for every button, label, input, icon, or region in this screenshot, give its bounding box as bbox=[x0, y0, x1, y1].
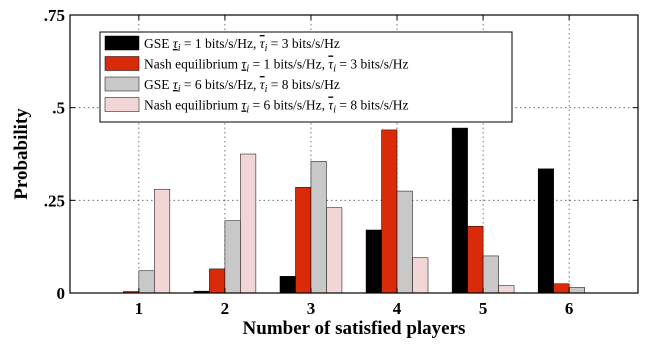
legend: GSE τi = 1 bits/s/Hz, τi = 3 bits/s/Hz Na… bbox=[99, 31, 513, 123]
x-tick-label: 4 bbox=[393, 299, 402, 318]
bar-series-3 bbox=[310, 161, 327, 294]
bar-series-4 bbox=[412, 257, 429, 294]
bar-series-3 bbox=[482, 255, 499, 294]
bar-series-3 bbox=[396, 190, 413, 294]
x-tick-label: 2 bbox=[221, 299, 230, 318]
legend-label: Nash equilibrium τi = 6 bits/s/Hz, τi = … bbox=[144, 98, 409, 116]
legend-label: Nash equilibrium τi = 1 bits/s/Hz, τi = … bbox=[144, 57, 409, 75]
x-axis-label: Number of satisfied players bbox=[243, 318, 466, 339]
bar-series-4 bbox=[498, 285, 515, 294]
plot-frame bbox=[69, 14, 639, 294]
bar-series-4 bbox=[326, 207, 343, 294]
axis-ticks: 1 2 3 4 5 6 0 .25 .5 .75 bbox=[44, 6, 638, 318]
x-tick-label: 6 bbox=[565, 299, 574, 318]
x-tick-label: 1 bbox=[135, 299, 144, 318]
x-tick-label: 5 bbox=[479, 299, 488, 318]
bar-series-2 bbox=[295, 187, 312, 294]
bar-series-3 bbox=[138, 270, 155, 294]
y-tick-label: .5 bbox=[52, 99, 65, 118]
bar-series-3 bbox=[568, 287, 585, 294]
legend-swatch bbox=[104, 35, 140, 51]
bar-series-2 bbox=[209, 268, 226, 294]
legend-swatch bbox=[104, 56, 140, 71]
bars bbox=[123, 127, 585, 294]
y-tick-label: .25 bbox=[44, 191, 65, 210]
y-tick-label: .75 bbox=[44, 6, 65, 25]
legend-label: GSE τi = 1 bits/s/Hz, τi = 3 bits/s/Hz bbox=[144, 36, 340, 54]
legend-swatch bbox=[104, 97, 140, 112]
bar-series-1 bbox=[451, 127, 468, 294]
legend-label: GSE τi = 6 bits/s/Hz, τi = 8 bits/s/Hz bbox=[144, 77, 340, 95]
x-tick-label: 3 bbox=[307, 299, 316, 318]
bar-series-1 bbox=[279, 276, 296, 294]
y-tick-label: 0 bbox=[57, 284, 66, 303]
bar-series-1 bbox=[365, 229, 382, 294]
bar-series-3 bbox=[224, 220, 241, 294]
bar-series-2 bbox=[467, 226, 484, 294]
legend-swatch bbox=[104, 76, 140, 92]
bar-series-4 bbox=[154, 188, 171, 294]
bar-series-2 bbox=[381, 129, 398, 294]
bar-series-4 bbox=[240, 153, 257, 294]
bar-series-1 bbox=[537, 168, 554, 294]
y-axis-label: Probability bbox=[11, 108, 32, 200]
legend-box bbox=[99, 31, 513, 123]
bar-series-2 bbox=[553, 283, 570, 294]
